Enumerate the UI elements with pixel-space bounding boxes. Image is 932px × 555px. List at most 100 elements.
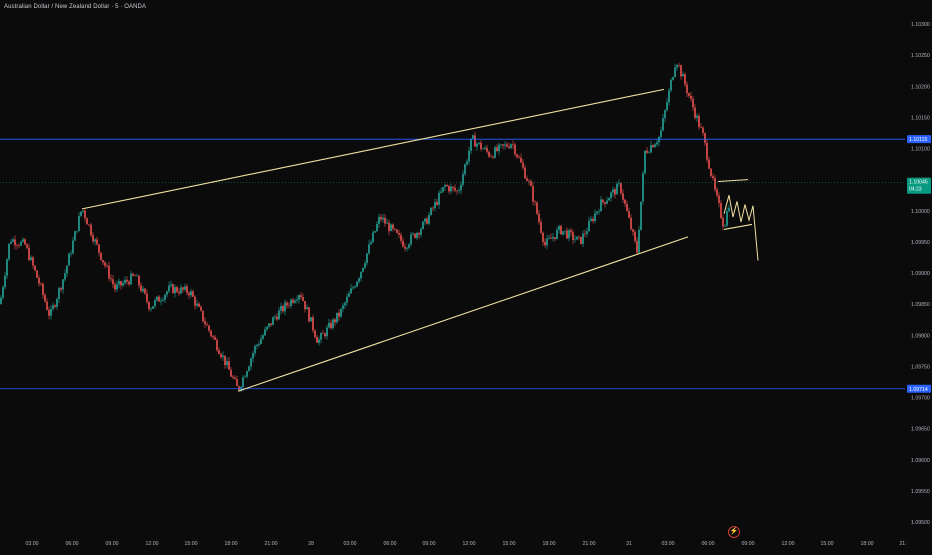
- candle-body: [316, 336, 318, 343]
- candle-body: [596, 211, 598, 214]
- candle-body: [486, 147, 488, 152]
- candle-body: [494, 147, 496, 158]
- candle-body: [346, 296, 348, 303]
- candle-body: [130, 273, 132, 285]
- current-price-tag: [907, 177, 931, 194]
- candle-body: [446, 185, 448, 187]
- candle-body: [136, 275, 138, 277]
- candle-body: [230, 369, 232, 377]
- candle-body: [412, 233, 414, 235]
- candle-body: [572, 232, 574, 240]
- candle-body: [12, 239, 14, 242]
- candle-body: [530, 181, 532, 187]
- candle-body: [706, 142, 708, 160]
- y-tick-label: 1.10300: [911, 22, 930, 28]
- candle-body: [140, 285, 142, 292]
- candle-body: [336, 312, 338, 323]
- candle-body: [350, 288, 352, 294]
- candle-body: [384, 217, 386, 224]
- candle-body: [472, 135, 474, 139]
- candle-body: [190, 291, 192, 296]
- candle-body: [124, 279, 126, 284]
- candle-body: [528, 180, 530, 182]
- x-tick-label: 06:00: [384, 541, 397, 547]
- candle-body: [70, 253, 72, 254]
- candle-body: [368, 244, 370, 254]
- candle-body: [538, 213, 540, 223]
- candle-body: [644, 150, 646, 174]
- candle-body: [620, 183, 622, 194]
- x-tick-label: 12:00: [146, 541, 159, 547]
- candle-body: [352, 287, 354, 289]
- candle-body: [500, 144, 502, 145]
- candle-body: [204, 321, 206, 325]
- lightning-icon[interactable]: ⚡: [728, 526, 740, 538]
- candle-body: [626, 203, 628, 212]
- candle-body: [400, 234, 402, 241]
- candle-body: [490, 156, 492, 158]
- candle-body: [364, 263, 366, 268]
- y-tick-label: 1.09800: [911, 333, 930, 339]
- candle-body: [404, 246, 406, 249]
- candle-body: [666, 102, 668, 111]
- x-tick-label: 18:00: [861, 541, 874, 547]
- candle-body: [244, 376, 246, 378]
- candle-body: [470, 138, 472, 151]
- candle-body: [334, 319, 336, 323]
- candle-body: [250, 358, 252, 367]
- candle-body: [394, 228, 396, 230]
- candle-body: [674, 67, 676, 78]
- x-tick-label: 09:00: [423, 541, 436, 547]
- candle-body: [416, 232, 418, 238]
- candle-body: [468, 150, 470, 162]
- candle-body: [224, 355, 226, 366]
- candle-body: [272, 317, 274, 325]
- candle-body: [452, 186, 454, 188]
- candle-body: [122, 283, 124, 286]
- candle-body: [726, 211, 728, 226]
- candle-body: [360, 271, 362, 279]
- candle-body: [428, 214, 430, 224]
- candle-body: [326, 327, 328, 337]
- candle-body: [92, 235, 94, 242]
- candle-body: [266, 326, 268, 330]
- candle-body: [398, 233, 400, 235]
- candle-body: [702, 127, 704, 134]
- candle-body: [96, 239, 98, 245]
- candle-body: [182, 287, 184, 290]
- y-tick-label: 1.10000: [911, 209, 930, 215]
- candle-body: [132, 273, 134, 276]
- candle-body: [170, 284, 172, 286]
- candle-body: [676, 65, 678, 68]
- candle-body: [90, 224, 92, 236]
- candle-body: [220, 353, 222, 358]
- x-tick-label: 03:00: [26, 541, 39, 547]
- price-tag: [907, 384, 931, 393]
- x-tick-label: 21:: [899, 541, 906, 547]
- candle-body: [420, 228, 422, 235]
- candle-body: [624, 199, 626, 204]
- candle-body: [208, 325, 210, 331]
- candle-body: [134, 275, 136, 277]
- candle-body: [68, 253, 70, 266]
- candle-body: [150, 308, 152, 310]
- candle-body: [724, 225, 726, 227]
- candle-body: [536, 202, 538, 214]
- candle-body: [396, 229, 398, 234]
- candle-body: [630, 217, 632, 230]
- candle-body: [678, 65, 680, 66]
- candle-body: [614, 189, 616, 195]
- y-tick-label: 1.10250: [911, 53, 930, 59]
- candle-body: [550, 237, 552, 239]
- candle-body: [628, 211, 630, 218]
- candle-body: [254, 345, 256, 354]
- x-tick-label: 03:00: [344, 541, 357, 547]
- candle-body: [610, 192, 612, 199]
- price-tag: [907, 135, 931, 144]
- candle-body: [638, 229, 640, 253]
- candle-body: [48, 309, 50, 316]
- candle-body: [80, 211, 82, 216]
- candle-body: [74, 231, 76, 241]
